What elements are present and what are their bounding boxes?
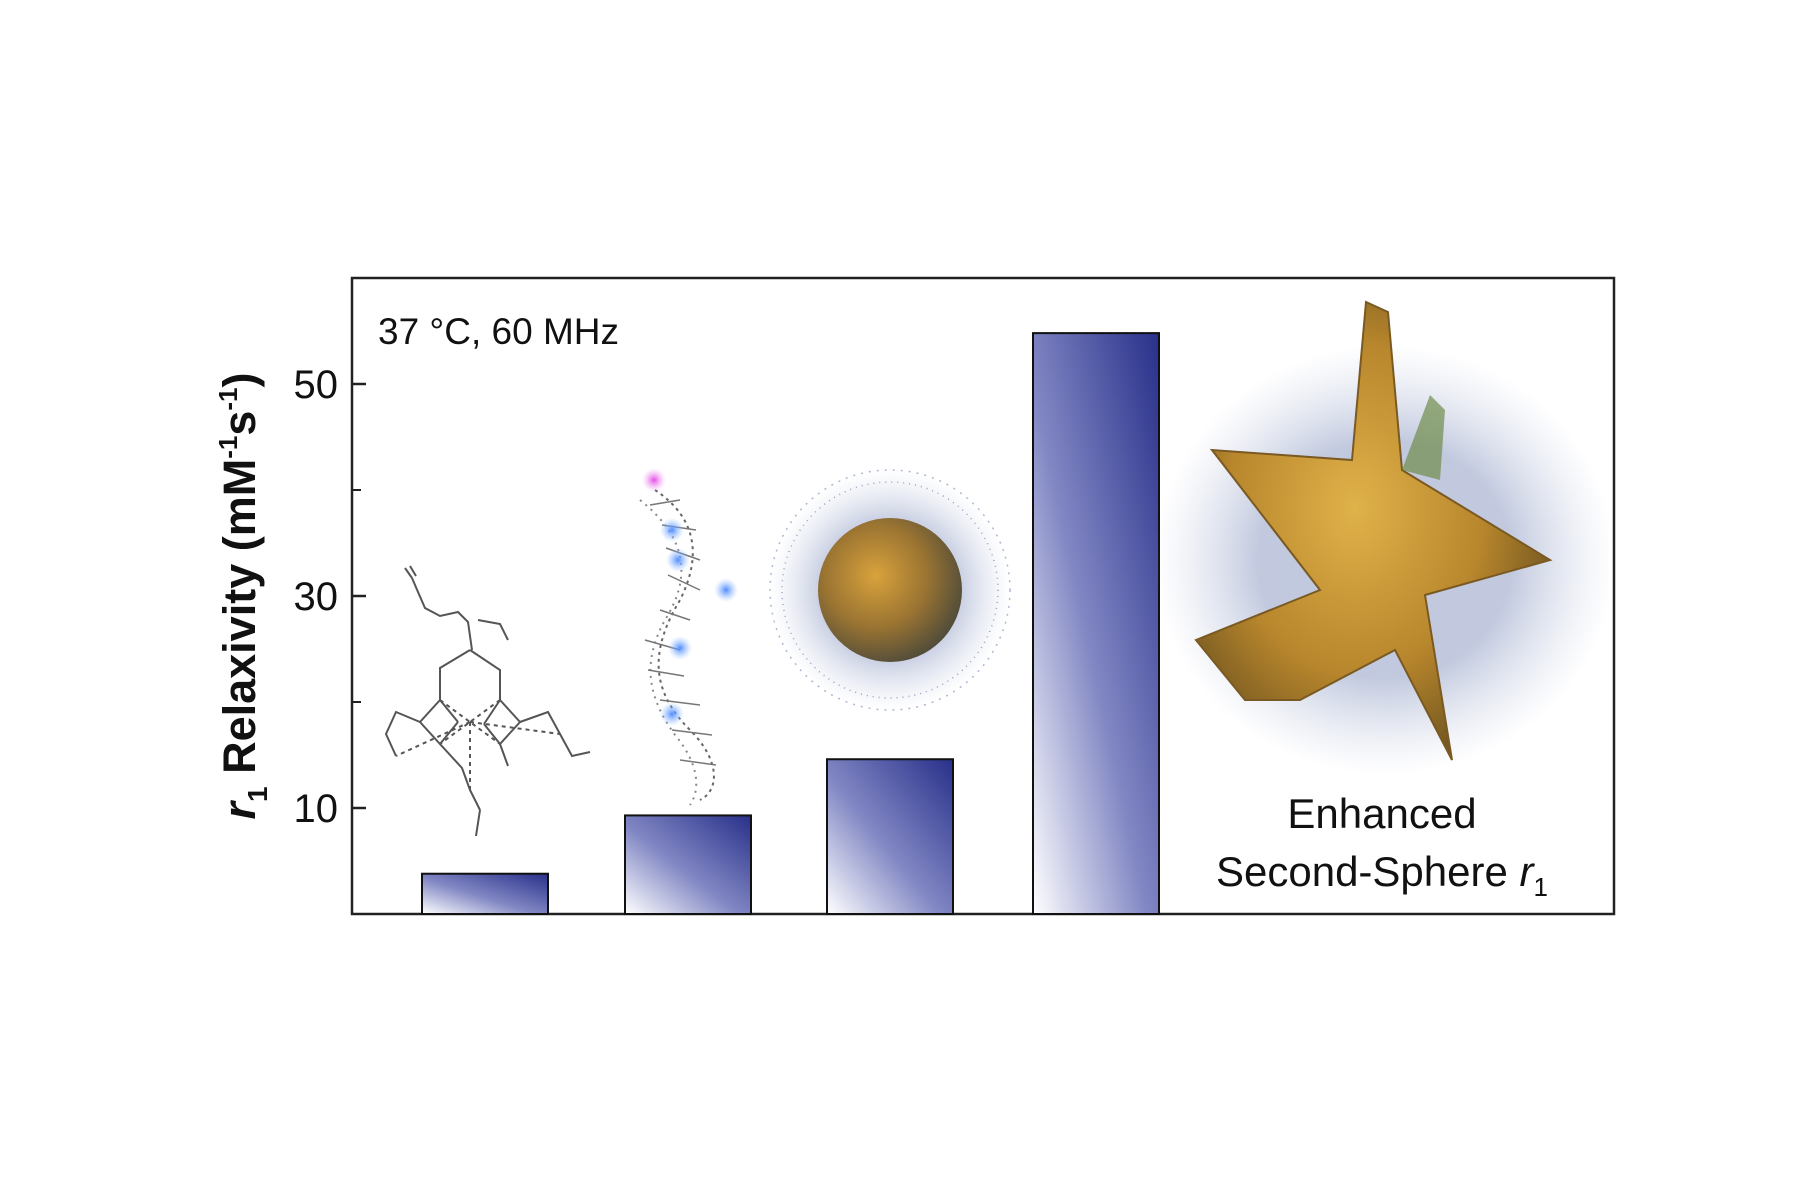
- bar-2: [624, 814, 752, 915]
- gd-chelate-structure: [384, 565, 591, 837]
- bar-4: [1032, 332, 1160, 915]
- bar-series: [421, 332, 1160, 915]
- annotation-line1: Enhanced: [1287, 790, 1476, 837]
- dna-strand: [639, 468, 738, 806]
- annotation-line2: Second-Sphere r1: [1216, 848, 1548, 902]
- y-tick-label: 30: [294, 575, 339, 619]
- spherical-nanoparticle: [769, 469, 1011, 711]
- y-axis-label: r1 Relaxivity (mM-1s-1): [213, 373, 273, 820]
- y-tick-label: 50: [294, 363, 339, 407]
- condition-label: 37 °C, 60 MHz: [378, 311, 619, 352]
- bar-3: [826, 758, 954, 915]
- y-tick-label: 10: [294, 787, 339, 831]
- y-axis-ticks: 10 30 50: [294, 363, 366, 831]
- bar-1: [421, 872, 549, 915]
- gold-nanostar: [1155, 300, 1615, 775]
